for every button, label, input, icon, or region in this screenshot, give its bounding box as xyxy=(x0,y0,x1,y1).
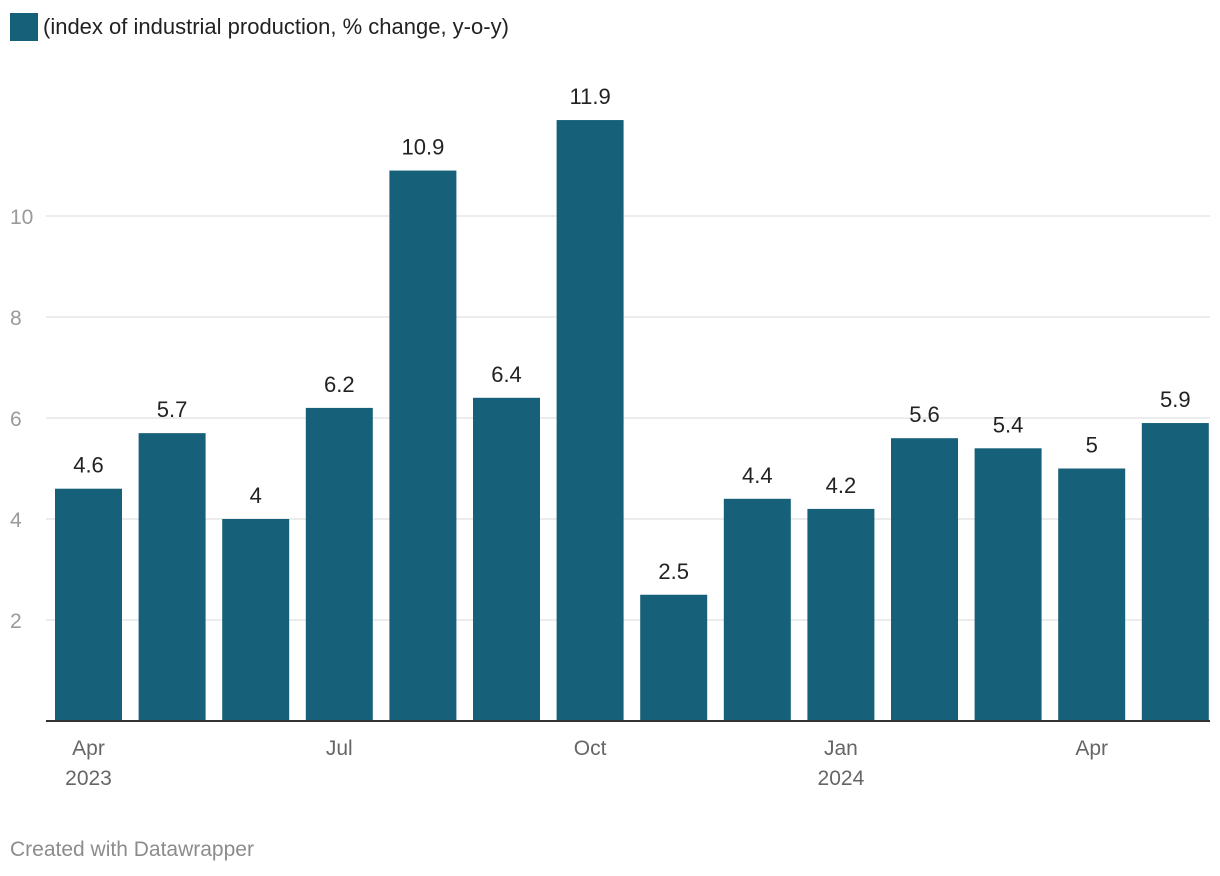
bar-value-label: 5.6 xyxy=(909,402,940,427)
bar-oct-2023 xyxy=(556,120,624,722)
bar-apr-2024 xyxy=(1058,468,1126,721)
bar-value-label: 10.9 xyxy=(401,135,444,160)
bar-jul-2023 xyxy=(305,407,373,721)
bar-value-label: 5.9 xyxy=(1160,387,1191,412)
bar-may-2024 xyxy=(1141,423,1209,721)
y-tick-label: 6 xyxy=(10,408,22,431)
bar-apr-2023 xyxy=(55,488,122,721)
bar-value-label: 6.4 xyxy=(491,362,522,387)
y-tick-label: 4 xyxy=(10,509,22,532)
bar-value-label: 5.4 xyxy=(993,412,1024,437)
bar-sep-2023 xyxy=(473,397,540,721)
bar-value-label: 2.5 xyxy=(658,559,689,584)
bar-nov-2023 xyxy=(640,594,708,721)
y-axis-ticks: 2 4 6 8 10 xyxy=(10,206,33,633)
bar-value-label: 5.7 xyxy=(157,397,188,422)
x-axis-ticks: Apr 2023 Jul Oct Jan 2024 Apr xyxy=(65,737,1108,790)
bar-value-label: 4.6 xyxy=(73,453,104,478)
bar-value-label: 6.2 xyxy=(324,372,355,397)
bar-dec-2023 xyxy=(723,498,791,721)
x-tick-year-label: 2024 xyxy=(818,767,865,790)
x-tick-month-label: Apr xyxy=(1075,737,1108,760)
bars xyxy=(55,120,1209,722)
bar-value-label: 4 xyxy=(250,483,262,508)
x-tick-month-label: Apr xyxy=(72,737,105,760)
legend: (index of industrial production, % chang… xyxy=(10,12,509,42)
bar-may-2023 xyxy=(138,433,206,721)
x-tick-month-label: Oct xyxy=(574,737,607,760)
bar-chart: 2 4 6 8 10 4.6 5.7 4 6.2 10.9 6.4 11.9 2.5 4.4 4.2 5.6… xyxy=(10,84,1210,790)
bar-value-label: 4.2 xyxy=(826,473,857,498)
y-tick-label: 10 xyxy=(10,206,33,229)
legend-label: (index of industrial production, % chang… xyxy=(43,14,509,39)
bar-jan-2024 xyxy=(807,508,875,721)
y-tick-label: 2 xyxy=(10,610,22,633)
value-labels: 4.6 5.7 4 6.2 10.9 6.4 11.9 2.5 4.4 4.2 5.6 5.4 5 5.9 xyxy=(73,84,1190,584)
bar-value-label: 11.9 xyxy=(570,84,611,109)
bar-jun-2023 xyxy=(222,519,290,721)
footer-credit: Created with Datawrapper xyxy=(10,838,254,861)
y-tick-label: 8 xyxy=(10,307,22,330)
x-tick-year-label: 2023 xyxy=(65,767,112,790)
bar-value-label: 4.4 xyxy=(742,463,773,488)
legend-swatch xyxy=(10,13,38,41)
bar-feb-2024 xyxy=(891,438,958,721)
x-tick-month-label: Jan xyxy=(824,737,858,760)
bar-mar-2024 xyxy=(974,448,1042,721)
x-tick-month-label: Jul xyxy=(326,737,353,760)
bar-value-label: 5 xyxy=(1086,433,1098,458)
bar-aug-2023 xyxy=(389,170,457,722)
